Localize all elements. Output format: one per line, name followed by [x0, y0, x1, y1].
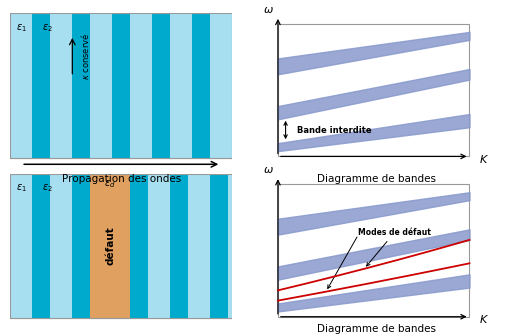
Text: $\varepsilon_2$: $\varepsilon_2$ — [42, 182, 54, 194]
Bar — [50, 174, 72, 318]
Text: $\omega$: $\omega$ — [263, 165, 274, 175]
Bar — [90, 174, 130, 318]
Bar — [228, 174, 232, 318]
Bar — [188, 174, 210, 318]
Bar — [192, 13, 210, 158]
Bar — [210, 174, 228, 318]
Bar — [72, 13, 90, 158]
Bar — [130, 174, 148, 318]
Text: $\varepsilon_d$: $\varepsilon_d$ — [105, 179, 116, 190]
Text: $K$: $K$ — [479, 313, 489, 325]
Bar — [10, 174, 32, 318]
Bar — [90, 13, 112, 158]
Text: $\varepsilon_2$: $\varepsilon_2$ — [42, 22, 54, 34]
Text: Bande interdite: Bande interdite — [297, 126, 372, 135]
Text: $\varepsilon_1$: $\varepsilon_1$ — [16, 22, 27, 34]
Text: $\omega$: $\omega$ — [263, 5, 274, 15]
Bar — [170, 13, 192, 158]
Bar — [148, 174, 170, 318]
Text: Diagramme de bandes: Diagramme de bandes — [317, 174, 436, 184]
Text: Modes de défaut: Modes de défaut — [359, 227, 431, 266]
Bar — [130, 13, 153, 158]
Bar — [153, 13, 170, 158]
Bar — [10, 13, 32, 158]
Text: $\kappa$ conservé: $\kappa$ conservé — [79, 33, 91, 80]
Text: Propagation des ondes: Propagation des ondes — [62, 174, 181, 184]
Bar — [210, 13, 232, 158]
Bar — [170, 174, 188, 318]
Bar — [50, 13, 72, 158]
Bar — [72, 174, 90, 318]
Bar — [32, 13, 50, 158]
Bar — [278, 184, 470, 317]
Text: défaut: défaut — [105, 226, 115, 265]
Text: Diagramme de bandes: Diagramme de bandes — [317, 324, 436, 334]
Bar — [32, 174, 50, 318]
Bar — [278, 24, 470, 156]
Text: $\varepsilon_1$: $\varepsilon_1$ — [16, 182, 27, 194]
Text: $K$: $K$ — [479, 153, 489, 165]
Bar — [112, 13, 130, 158]
